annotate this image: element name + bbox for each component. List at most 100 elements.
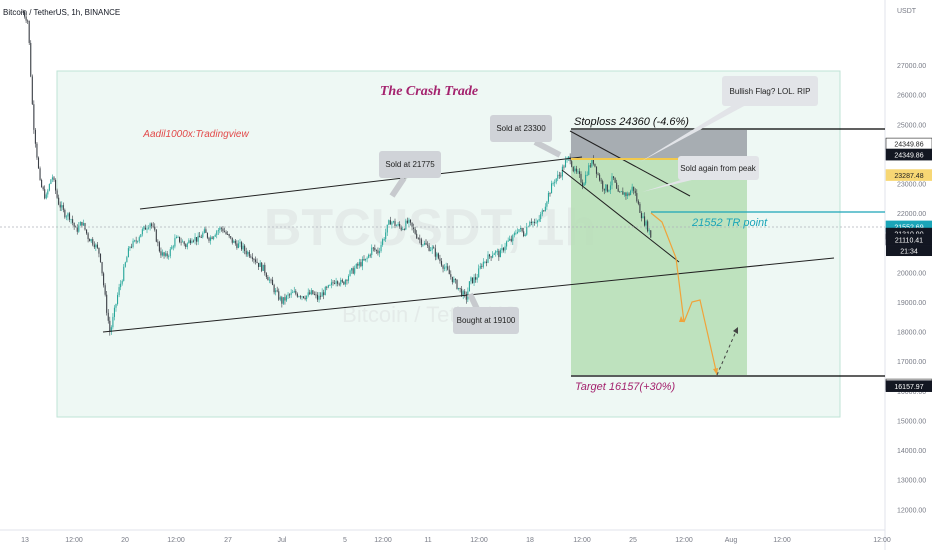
price-tick-label: 17000.00 <box>897 359 926 366</box>
candle-body <box>301 296 303 298</box>
candle-body <box>636 193 638 202</box>
candle-body <box>306 295 308 299</box>
candle-body <box>408 219 410 223</box>
candle-body <box>639 203 641 213</box>
projection-arrow-up <box>733 327 738 334</box>
candle-body <box>482 261 484 267</box>
candle-body <box>144 226 146 230</box>
candle-body <box>211 237 213 239</box>
candle-body <box>335 281 337 284</box>
candle-body <box>524 234 526 237</box>
candle-body <box>95 244 97 248</box>
candle-body <box>251 257 253 260</box>
candle-body <box>535 222 537 224</box>
candle-body <box>423 243 425 245</box>
candle-body <box>112 316 114 328</box>
candle-body <box>430 249 432 251</box>
candle-body <box>174 238 176 247</box>
candle-body <box>337 281 339 284</box>
time-tick-label: 12:00 <box>374 537 392 544</box>
candle-body <box>518 229 520 232</box>
candle-body <box>171 246 173 250</box>
candle-body <box>543 210 545 212</box>
candle-body <box>33 104 35 130</box>
candle-body <box>25 16 27 21</box>
candle-body <box>287 294 289 296</box>
candle-body <box>372 247 374 249</box>
price-label-text: 24349.86 <box>894 142 923 149</box>
projection-path-up <box>716 328 738 376</box>
candle-body <box>56 190 58 198</box>
price-tick-label: 27000.00 <box>897 63 926 70</box>
candle-body <box>289 294 291 296</box>
candle-body <box>276 290 278 292</box>
candle-body <box>532 221 534 223</box>
candle-body <box>104 285 106 295</box>
candle-body <box>279 297 281 300</box>
candle-body <box>113 307 115 317</box>
candle-body <box>523 231 525 237</box>
candle-body <box>312 290 314 295</box>
candle-body <box>217 230 219 232</box>
candle-body <box>515 233 517 234</box>
candle-body <box>496 250 498 252</box>
candle-body <box>375 250 377 251</box>
candle-body <box>82 223 84 226</box>
candle-body <box>616 182 618 189</box>
candle-body <box>392 221 394 223</box>
time-tick-label: 13 <box>21 537 29 544</box>
candle-body <box>234 240 236 244</box>
candle-body <box>512 235 514 242</box>
candle-body <box>199 235 201 238</box>
candle-body <box>366 257 368 259</box>
candle-body <box>465 294 467 300</box>
candle-body <box>64 209 66 218</box>
candle-body <box>259 262 261 267</box>
candle-body <box>603 188 605 191</box>
chart-title: The Crash Trade <box>380 84 478 99</box>
candle-body <box>148 227 150 229</box>
candle-body <box>365 258 367 261</box>
candle-body <box>461 288 463 297</box>
candle-body <box>425 243 427 245</box>
candle-body <box>208 237 210 241</box>
candle-body <box>90 239 92 242</box>
time-tick-label: 12:00 <box>470 537 488 544</box>
candle-body <box>206 232 208 238</box>
candle-body <box>346 279 348 281</box>
candle-body <box>644 216 646 226</box>
candle-body <box>454 279 456 280</box>
candle-body <box>358 262 360 266</box>
candle-body <box>354 268 356 274</box>
candle-body <box>191 240 193 244</box>
candle-body <box>70 219 72 220</box>
candle-body <box>96 244 98 248</box>
candle-body <box>368 254 370 258</box>
candle-body <box>295 290 297 294</box>
candle-body <box>599 174 601 181</box>
candle-body <box>608 190 610 192</box>
candle-body <box>647 221 649 232</box>
candle-body <box>420 239 422 245</box>
candle-body <box>227 234 229 235</box>
candle-body <box>267 277 269 281</box>
candle-body <box>309 292 311 295</box>
candle-body <box>115 303 117 308</box>
candle-body <box>380 244 382 252</box>
candle-body <box>265 273 267 278</box>
candle-body <box>617 188 619 192</box>
candle-body <box>110 327 112 333</box>
candle-body <box>197 235 199 242</box>
candle-body <box>625 192 627 196</box>
candle-body <box>606 184 608 192</box>
candle-body <box>504 246 506 251</box>
candle-body <box>499 250 501 258</box>
candle-body <box>648 230 650 232</box>
candle-body <box>214 234 216 237</box>
candle-body <box>594 163 596 167</box>
candle-body <box>84 223 86 230</box>
candle-body <box>75 226 77 228</box>
candle-body <box>507 240 509 242</box>
candle-body <box>530 221 532 223</box>
